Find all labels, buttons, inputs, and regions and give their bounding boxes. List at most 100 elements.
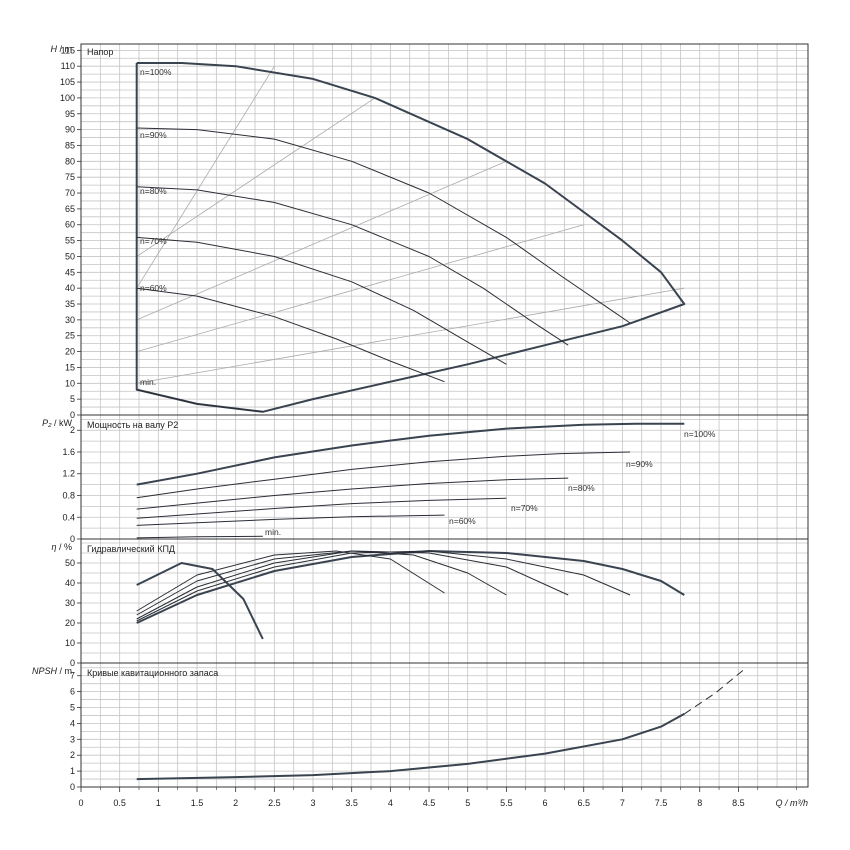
power-panel-title: Мощность на валу P2	[87, 420, 178, 430]
head-y-tick-label: 25	[65, 331, 75, 341]
head-y-tick-label: 100	[60, 93, 75, 103]
x-tick-label: 6	[543, 798, 548, 808]
head-efficiency-line	[136, 287, 685, 384]
x-axis-label: Q / m³/h	[775, 798, 808, 808]
npsh-panel-frame	[80, 662, 809, 788]
power-y-label: P₂ / kW	[42, 418, 72, 428]
x-tick-label: 0	[78, 798, 83, 808]
power-label-n80: n=80%	[568, 483, 595, 493]
power-y-tick-label: 0.4	[62, 512, 75, 522]
npsh-y-tick-label: 1	[70, 766, 75, 776]
head-y-tick-label: 60	[65, 220, 75, 230]
curve-layer	[135, 62, 747, 781]
efficiency-y-tick-label: 40	[65, 578, 75, 588]
efficiency-y-tick-label: 30	[65, 598, 75, 608]
power-label-n100: n=100%	[684, 429, 716, 439]
x-tick-label: 8.5	[732, 798, 745, 808]
x-tick-label: 4	[388, 798, 393, 808]
head-label-min: min.	[140, 377, 156, 387]
power-curve	[136, 451, 631, 499]
power-label-n90: n=90%	[626, 459, 653, 469]
head-efficiency-line	[136, 160, 507, 321]
npsh-y-tick-label: 0	[70, 782, 75, 792]
x-tick-label: 2	[233, 798, 238, 808]
head-y-tick-label: 110	[61, 61, 75, 71]
power-curve	[136, 477, 569, 510]
efficiency-curve	[136, 550, 507, 616]
head-y-tick-label: 55	[65, 236, 75, 246]
head-y-tick-label: 105	[60, 77, 75, 87]
npsh-y-tick-label: 3	[70, 734, 75, 744]
head-y-tick-label: 30	[65, 315, 75, 325]
power-curve	[136, 514, 445, 526]
power-y-tick-label: 0	[70, 534, 75, 544]
efficiency-panel-frame	[80, 538, 809, 664]
npsh-y-tick-label: 7	[70, 671, 75, 681]
x-tick-label: 3.5	[345, 798, 358, 808]
x-tick-label: 2.5	[268, 798, 281, 808]
npsh-curve	[684, 667, 747, 715]
power-curve	[136, 497, 507, 519]
efficiency-curve	[136, 562, 264, 640]
head-curve	[136, 127, 631, 324]
efficiency-curve	[136, 550, 569, 620]
npsh-panel-title: Кривые кавитационного запаса	[87, 668, 218, 678]
head-label-n70: n=70%	[140, 236, 167, 246]
x-tick-label: 7	[620, 798, 625, 808]
npsh-y-label: NPSH / m	[32, 666, 72, 676]
head-y-tick-label: 0	[70, 410, 75, 420]
power-curve	[136, 422, 685, 486]
head-y-tick-label: 95	[65, 109, 75, 119]
head-y-tick-label: 20	[65, 347, 75, 357]
x-tick-label: 4.5	[423, 798, 436, 808]
efficiency-y-tick-label: 20	[65, 618, 75, 628]
x-tick-label: 0.5	[113, 798, 126, 808]
x-tick-label: 3	[311, 798, 316, 808]
head-efficiency-line	[136, 224, 584, 352]
npsh-y-tick-label: 2	[70, 750, 75, 760]
head-y-tick-label: 35	[65, 299, 75, 309]
head-y-tick-label: 15	[65, 362, 75, 372]
power-y-tick-label: 0.8	[62, 490, 75, 500]
power-label-min: min.	[265, 527, 281, 537]
head-y-tick-label: 50	[65, 251, 75, 261]
efficiency-curve	[136, 550, 631, 622]
efficiency-y-tick-label: 50	[65, 558, 75, 568]
head-label-n80: n=80%	[140, 186, 167, 196]
head-curve	[136, 186, 569, 346]
efficiency-panel-title: Гидравлический КПД	[87, 544, 175, 554]
x-tick-label: 7.5	[655, 798, 668, 808]
x-tick-label: 5.5	[500, 798, 513, 808]
power-curve	[136, 535, 263, 539]
head-y-label: H / m	[51, 44, 73, 54]
head-curve	[136, 389, 263, 413]
npsh-curve	[136, 713, 685, 781]
power-y-tick-label: 1.6	[62, 447, 75, 457]
head-panel-title: Напор	[87, 47, 113, 57]
efficiency-y-tick-label: 10	[65, 638, 75, 648]
head-y-tick-label: 45	[65, 267, 75, 277]
head-y-tick-label: 80	[65, 156, 75, 166]
head-y-tick-label: 85	[65, 140, 75, 150]
efficiency-y-tick-label: 0	[70, 658, 75, 668]
power-label-n70: n=70%	[511, 503, 538, 513]
x-tick-label: 5	[465, 798, 470, 808]
npsh-y-tick-label: 6	[70, 687, 75, 697]
x-tick-label: 6.5	[577, 798, 590, 808]
head-y-tick-label: 70	[65, 188, 75, 198]
efficiency-y-label: η / %	[51, 542, 72, 552]
head-label-n100: n=100%	[140, 67, 172, 77]
text-layer: Напор Мощность на валу P2 Гидравлический…	[32, 44, 808, 808]
efficiency-curve	[136, 550, 685, 624]
npsh-y-tick-label: 4	[70, 718, 75, 728]
head-efficiency-line	[136, 65, 275, 289]
head-y-tick-label: 10	[65, 378, 75, 388]
head-y-tick-label: 5	[70, 394, 75, 404]
x-tick-label: 1.5	[191, 798, 204, 808]
head-efficiency-line	[136, 97, 376, 257]
head-label-n60: n=60%	[140, 283, 167, 293]
power-y-tick-label: 2	[70, 425, 75, 435]
head-curve	[136, 287, 445, 383]
head-y-tick-label: 40	[65, 283, 75, 293]
